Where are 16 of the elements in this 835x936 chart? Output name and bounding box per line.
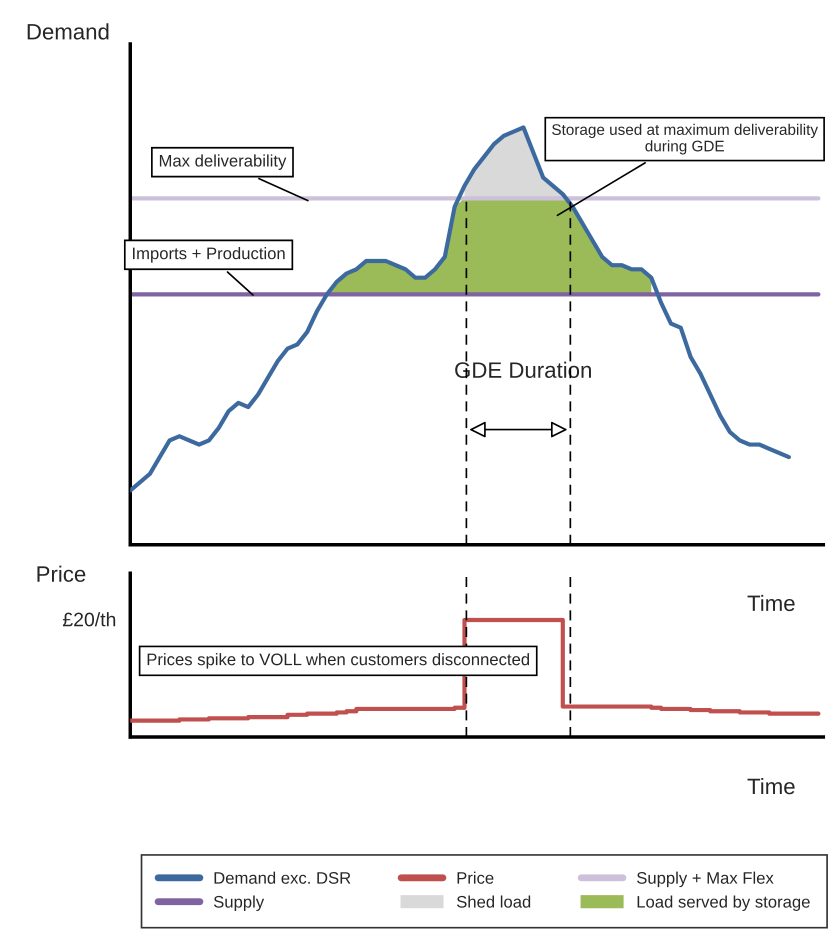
annotation: GDE Duration [455, 362, 591, 378]
x-axis-title: Time [748, 594, 795, 612]
y-axis-title: Price [37, 566, 86, 582]
annotation: Prices spike to VOLL when customers disconnected [148, 653, 530, 669]
annotation: Imports + Production [133, 247, 285, 263]
y-axis-title: Demand [28, 23, 108, 40]
legend-label: Demand exc. DSR [214, 872, 350, 884]
legend-label: Load served by storage [638, 895, 810, 911]
legend-label: Supply + Max Flex [637, 872, 774, 888]
legend-label: Price [458, 872, 494, 884]
annotation: Max deliverability [160, 154, 286, 170]
annotation: Storage used at maximum deliverability during GDE [552, 124, 818, 154]
text: £20/th [62, 612, 116, 626]
x-axis-title: Time [748, 778, 795, 794]
legend-label: Supply [214, 895, 264, 911]
legend-label: Shed load [456, 895, 530, 908]
